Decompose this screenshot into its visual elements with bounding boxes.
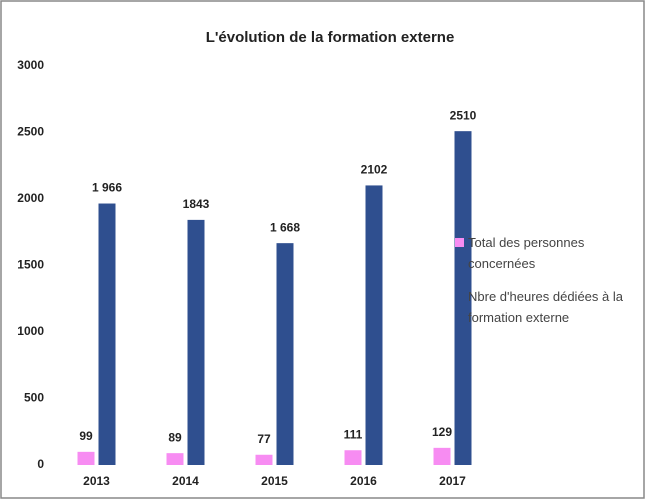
- data-label: 1 668: [270, 220, 300, 234]
- bar: [98, 203, 116, 465]
- data-label: 89: [168, 430, 182, 444]
- x-tick-label: 2016: [350, 474, 377, 488]
- data-label: 77: [257, 432, 271, 446]
- y-tick-label: 2500: [17, 125, 44, 139]
- data-label: 1843: [183, 197, 210, 211]
- x-tick-label: 2017: [439, 474, 466, 488]
- bar: [276, 243, 294, 465]
- legend-label: Nbre d'heures dédiées à la formation ext…: [468, 289, 623, 325]
- legend-swatch: [455, 238, 464, 247]
- bar: [77, 451, 95, 465]
- y-tick-label: 1500: [17, 258, 44, 272]
- data-label: 2510: [450, 108, 477, 122]
- x-tick-label: 2014: [172, 474, 199, 488]
- y-tick-label: 500: [24, 391, 44, 405]
- legend-swatch: [455, 292, 464, 301]
- bar: [365, 185, 383, 465]
- y-tick-label: 1000: [17, 324, 44, 338]
- bar: [433, 447, 451, 465]
- y-tick-label: 3000: [17, 58, 44, 72]
- legend-item: Nbre d'heures dédiées à la formation ext…: [455, 286, 640, 328]
- bar: [187, 219, 205, 465]
- x-tick-label: 2013: [83, 474, 110, 488]
- data-label: 111: [344, 427, 363, 441]
- legend-item: Total des personnes concernées: [455, 232, 640, 274]
- legend: Total des personnes concernées Nbre d'heu…: [455, 232, 640, 340]
- legend-label: Total des personnes concernées: [468, 235, 585, 271]
- y-tick-label: 2000: [17, 191, 44, 205]
- x-tick-label: 2015: [261, 474, 288, 488]
- data-label: 129: [432, 425, 452, 439]
- data-label: 2102: [361, 163, 388, 177]
- data-label: 1 966: [92, 181, 122, 195]
- data-label: 99: [79, 429, 93, 443]
- bar: [166, 453, 184, 465]
- chart-title: L'évolution de la formation externe: [206, 29, 455, 46]
- y-tick-label: 0: [37, 457, 44, 471]
- bar: [344, 450, 362, 465]
- bar: [255, 454, 273, 465]
